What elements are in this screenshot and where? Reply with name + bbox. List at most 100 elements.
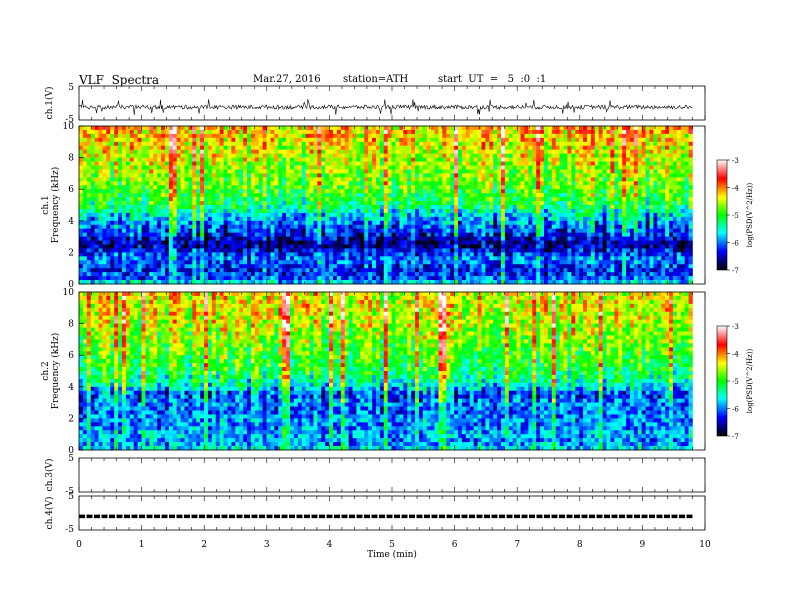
ch1-spec-cell bbox=[395, 193, 400, 198]
ch1-spec-cell bbox=[360, 224, 365, 229]
ch1-spec-cell bbox=[356, 181, 361, 186]
ch1-spec-cell bbox=[415, 205, 420, 210]
ch1-spec-cell bbox=[282, 153, 287, 158]
ch1-spec-cell bbox=[211, 126, 217, 131]
ch1-spec-cell bbox=[121, 169, 127, 174]
ch1-spec-cell bbox=[247, 205, 252, 210]
ch1-spec-cell bbox=[368, 165, 373, 170]
ch1-spec-cell bbox=[282, 133, 287, 139]
ch1-spec-cell bbox=[290, 224, 295, 229]
ch1-spec-cell bbox=[579, 169, 584, 174]
ch1-spec-cell bbox=[102, 208, 107, 214]
ch1-spec-cell bbox=[348, 169, 353, 174]
ch1-spec-cell bbox=[536, 232, 541, 237]
ch1-spec-cell bbox=[442, 149, 447, 154]
ch1-spec-cell bbox=[403, 173, 408, 178]
ch1-spec-cell bbox=[364, 236, 369, 241]
ch1-spec-cell bbox=[629, 224, 635, 229]
ch1-spec-cell bbox=[543, 181, 549, 186]
ch1-spec-cell bbox=[454, 177, 459, 182]
ch1-spec-cell bbox=[469, 193, 474, 198]
ch1-spec-cell bbox=[618, 133, 623, 139]
ch1-spec-cell bbox=[680, 212, 685, 218]
ch1-spec-cell bbox=[82, 232, 88, 237]
ch1-spec-cell bbox=[164, 169, 170, 174]
ch1-spec-cell bbox=[196, 185, 201, 190]
ch1-spec-cell bbox=[442, 220, 447, 226]
ch1-spec-cell bbox=[536, 177, 541, 182]
ch1-spec-cell bbox=[622, 189, 627, 194]
ch1-spec-cell bbox=[149, 173, 154, 178]
ch1-spec-cell bbox=[114, 161, 119, 166]
ch1-spec-cell bbox=[622, 201, 627, 206]
ch1-spec-cell bbox=[575, 201, 580, 206]
ch1-spec-cell bbox=[196, 240, 201, 245]
ch1-spec-cell bbox=[215, 205, 220, 210]
ch1-spec-cell bbox=[340, 169, 346, 174]
ch1-spec-cell bbox=[98, 189, 103, 194]
ch1-spec-cell bbox=[501, 161, 506, 166]
ch1-spec-cell bbox=[489, 141, 494, 147]
ch1-spec-cell bbox=[606, 141, 611, 147]
ch1-spec-cell bbox=[352, 205, 357, 210]
ch1-spec-cell bbox=[145, 201, 150, 206]
ch1-spec-cell bbox=[649, 197, 654, 202]
ch1-spec-cell bbox=[426, 153, 431, 158]
ch1-spec-cell bbox=[672, 137, 678, 143]
ch1-spec-cell bbox=[309, 212, 314, 218]
ch1-spec-cell bbox=[418, 201, 424, 206]
ch1-spec-cell bbox=[321, 208, 326, 214]
ch1-spec-cell bbox=[657, 244, 662, 249]
ch1-spec-cell bbox=[219, 197, 224, 202]
ch1-spec-cell bbox=[540, 157, 545, 162]
ch1-spec-cell bbox=[528, 228, 533, 233]
ch1-spec-cell bbox=[129, 189, 135, 194]
ch1-spec-cell bbox=[614, 177, 619, 182]
ch1-spec-cell bbox=[235, 193, 240, 198]
ch1-spec-cell bbox=[610, 220, 615, 226]
ch1-spec-cell bbox=[426, 133, 431, 139]
ch1-spec-cell bbox=[266, 157, 271, 162]
ch1-spec-cell bbox=[223, 141, 228, 147]
ch1-spec-cell bbox=[583, 189, 588, 194]
ch1-spec-cell bbox=[133, 173, 138, 178]
ch1-spec-cell bbox=[598, 141, 603, 147]
ch1-spec-cell bbox=[493, 201, 498, 206]
ch1-spec-cell bbox=[86, 212, 92, 218]
ch1-spec-cell bbox=[274, 141, 279, 147]
ch1-spec-cell bbox=[317, 157, 322, 162]
ch1-spec-cell bbox=[622, 157, 627, 162]
ch1-spec-cell bbox=[672, 149, 678, 154]
ch1-spec-cell bbox=[297, 193, 303, 198]
ch1-spec-cell bbox=[411, 244, 416, 249]
ch1-spec-cell bbox=[145, 240, 150, 245]
ch1-spec-cell bbox=[270, 137, 275, 143]
ch1-spec-cell bbox=[540, 189, 545, 194]
ch1-spec-cell bbox=[477, 161, 482, 166]
ch1-spec-cell bbox=[680, 189, 685, 194]
ch1-spec-cell bbox=[387, 220, 392, 226]
ch1-spec-cell bbox=[79, 212, 84, 218]
ch1-spec-cell bbox=[524, 145, 529, 150]
ch1-spec-cell bbox=[461, 220, 467, 226]
ch1-spec-cell bbox=[247, 185, 252, 190]
ch1-spec-cell bbox=[571, 165, 576, 170]
ch1-spec-cell bbox=[102, 149, 107, 154]
ch1-spec-cell bbox=[297, 165, 303, 170]
ch1-spec-cell bbox=[141, 216, 146, 222]
ch1-spec-cell bbox=[426, 193, 431, 198]
ch1-spec-cell bbox=[250, 216, 256, 222]
ch1-spec-cell bbox=[469, 248, 474, 253]
ch1-spec-cell bbox=[665, 212, 670, 218]
ch1-spec-cell bbox=[391, 181, 396, 186]
ch1-spec-cell bbox=[114, 181, 119, 186]
ch1-spec-cell bbox=[387, 193, 392, 198]
ch1-spec-cell bbox=[622, 244, 627, 249]
ch1-spec-cell bbox=[418, 173, 424, 178]
ch1-spec-cell bbox=[516, 236, 521, 241]
ch1-spec-cell bbox=[250, 220, 256, 226]
ch1-spec-cell bbox=[446, 193, 451, 198]
ch1-spec-cell bbox=[450, 244, 455, 249]
ch1-spec-cell bbox=[669, 177, 674, 182]
ch1-spec-cell bbox=[164, 228, 170, 233]
